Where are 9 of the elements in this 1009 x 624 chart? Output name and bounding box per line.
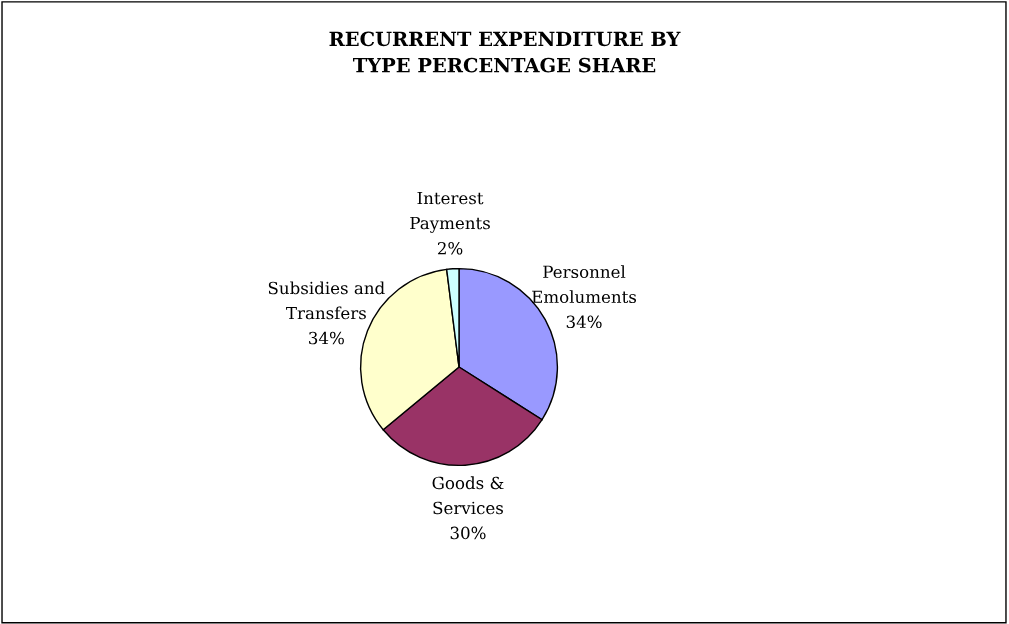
data-label: 30%: [450, 526, 486, 540]
data-label: 34%: [566, 315, 602, 329]
slice-label: Interest Payments: [410, 191, 490, 233]
data-label: 34%: [309, 331, 344, 345]
slice-label: Personnel Emoluments: [532, 265, 637, 304]
chart-title: RECURRENT EXPENDITURE BY TYPE PERCENTAGE SHARE: [329, 31, 681, 73]
slice-label: Goods & Services: [432, 476, 504, 515]
slice-label: Subsidies and Transfers: [268, 281, 385, 320]
data-label: 2%: [437, 241, 463, 255]
